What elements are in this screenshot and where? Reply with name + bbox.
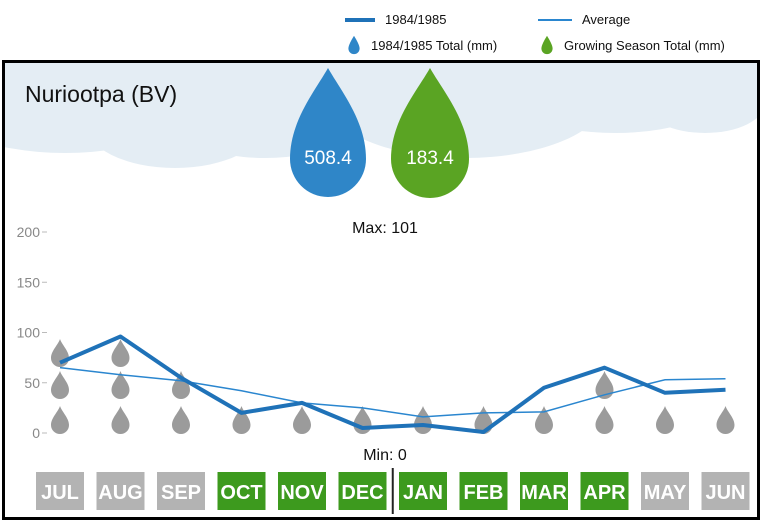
rain-drop-icon (111, 371, 130, 399)
month-box (399, 472, 447, 510)
month-box (459, 472, 508, 510)
month-label: NOV (280, 482, 324, 504)
chart-frame: 508.4 183.4 Max: 101 Min: 0 200 150 100 50 0… (2, 60, 760, 520)
growing-season-total-value: 183.4 (406, 148, 454, 169)
month-label: JUN (705, 482, 745, 504)
max-label: Max: 101 (352, 220, 418, 237)
month-box (278, 472, 326, 510)
month-box (157, 472, 205, 510)
growing-season-total-drop: 183.4 (391, 68, 469, 198)
month-nov: NOV (278, 472, 326, 510)
month-box (36, 472, 84, 510)
month-box (580, 472, 629, 510)
legend-season-total-label: 1984/1985 Total (mm) (371, 37, 498, 53)
rain-drop-icon (293, 406, 311, 434)
y-axis: 200 150 100 50 0 (17, 224, 47, 441)
legend-item-season-total: 1984/1985 Total (mm) (347, 35, 497, 55)
month-mar: MAR (520, 472, 568, 510)
rain-drop-icon (111, 406, 130, 434)
legend-item-growing-total: Growing Season Total (mm) (540, 35, 725, 55)
rain-drop-icon (51, 339, 69, 367)
month-label: AUG (98, 482, 142, 504)
rain-drop-icon (111, 339, 130, 367)
month-label: APR (583, 482, 626, 504)
average-line-swatch (538, 18, 572, 21)
rain-drop-icon (414, 406, 432, 434)
rain-drop-icon (51, 406, 69, 434)
y-tick-label: 50 (24, 375, 40, 391)
month-label: SEP (161, 482, 201, 504)
season-total-drop: 508.4 (290, 68, 366, 197)
month-apr: APR (580, 472, 629, 510)
rain-drop-icon (716, 406, 735, 434)
rain-drop-icon (535, 406, 553, 434)
rain-drop-icon (595, 371, 614, 399)
season-total-value: 508.4 (304, 148, 352, 169)
legend-season-label: 1984/1985 (385, 12, 447, 27)
rain-drop-icon (232, 406, 251, 434)
month-label: DEC (341, 482, 383, 504)
legend-average-label: Average (582, 12, 631, 27)
blue-drop-icon (348, 35, 360, 55)
legend-growing-total-label: Growing Season Total (mm) (564, 37, 725, 53)
season-line-swatch (345, 17, 375, 22)
month-label: JUL (41, 482, 79, 504)
month-sep: SEP (157, 472, 205, 510)
month-feb: FEB (459, 472, 508, 510)
station-name: Nuriootpa (BV) (25, 81, 178, 107)
month-box (520, 472, 568, 510)
min-label: Min: 0 (363, 447, 407, 464)
rain-drop-icon (172, 371, 190, 399)
month-label: JAN (403, 482, 443, 504)
month-box (217, 472, 266, 510)
y-tick-label: 200 (17, 224, 41, 240)
month-label: MAR (521, 482, 567, 504)
cloud-background (5, 63, 757, 168)
legend-item-season: 1984/1985 (345, 12, 446, 27)
month-aug: AUG (96, 472, 145, 510)
season-series-line (59, 334, 726, 434)
y-tick-label: 100 (17, 325, 41, 341)
rain-drops (51, 339, 735, 434)
month-jan: JAN (399, 472, 447, 510)
rain-drop-icon (656, 406, 674, 434)
month-label: FEB (464, 482, 504, 504)
month-label: OCT (220, 482, 262, 504)
legend-item-average: Average (538, 12, 630, 27)
series-lines (59, 334, 726, 434)
month-box (338, 472, 387, 510)
month-oct: OCT (217, 472, 266, 510)
month-jul: JUL (36, 472, 84, 510)
month-box (96, 472, 145, 510)
y-tick-label: 150 (17, 274, 41, 290)
rain-drop-icon (51, 371, 69, 399)
rain-drop-icon (172, 406, 190, 434)
month-box (641, 472, 689, 510)
average-series-line (59, 366, 726, 418)
green-drop-icon (541, 35, 553, 55)
month-dec: DEC (338, 472, 387, 510)
y-tick-label: 0 (32, 425, 40, 441)
month-axis: JUL AUG SEP OCT NOV DEC JAN FEB MAR APR MAY JUN (36, 468, 750, 514)
rainfall-chart: 508.4 183.4 Max: 101 Min: 0 200 150 100 50 0… (5, 63, 757, 514)
month-jun: JUN (701, 472, 750, 510)
month-may: MAY (641, 472, 689, 510)
month-label: MAY (644, 482, 687, 504)
rain-drop-icon (595, 406, 614, 434)
month-box (701, 472, 750, 510)
